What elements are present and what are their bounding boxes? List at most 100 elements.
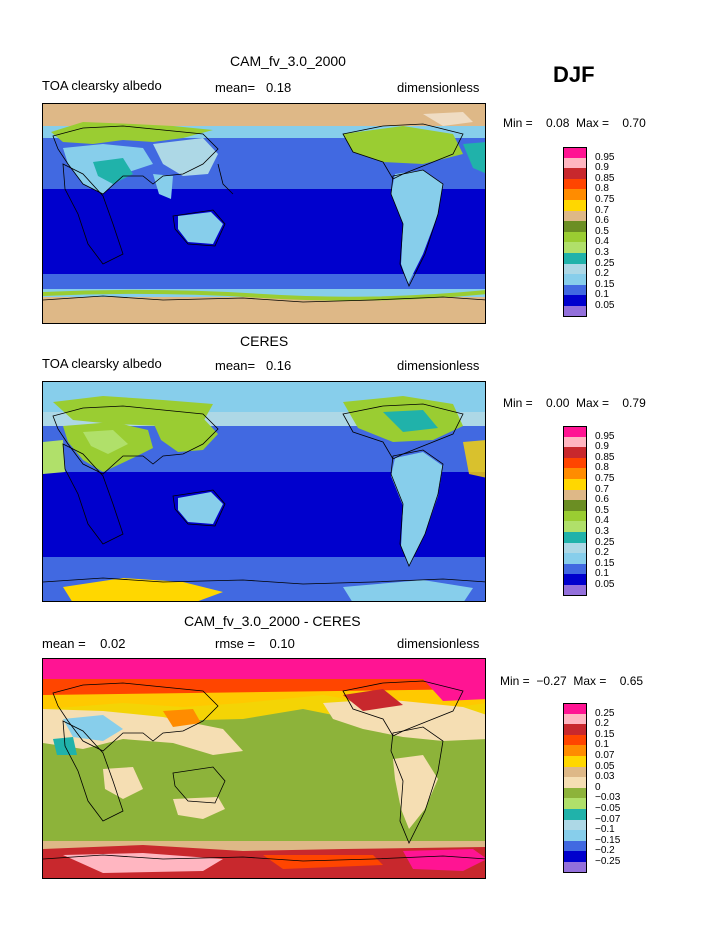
colorbar-tick-label: 0.1 — [595, 739, 609, 751]
colorbar-swatch — [563, 468, 587, 480]
colorbar-tick-label: −0.1 — [595, 824, 615, 836]
panel-3-rmse-label: rmse = 0.10 — [215, 636, 295, 651]
colorbar-tick-label: −0.07 — [595, 813, 621, 825]
colorbar-swatch — [563, 703, 587, 715]
colorbar-tick-label: 0.9 — [595, 441, 609, 453]
panel-2-variable-label: TOA clearsky albedo — [42, 356, 162, 371]
colorbar-tick-label: −0.15 — [595, 834, 621, 846]
panel-3-minmax: Min = −0.27 Max = 0.65 — [500, 674, 644, 688]
colorbar-tick-label: 0.25 — [595, 257, 615, 269]
panel-3-title: CAM_fv_3.0_2000 - CERES — [184, 613, 361, 629]
colorbar-tick-label: 0.2 — [595, 268, 609, 280]
colorbar-swatch — [563, 295, 587, 307]
colorbar-tick-label: 0.8 — [595, 183, 609, 195]
panel-3-map — [42, 658, 486, 879]
colorbar-swatch — [563, 553, 587, 565]
panel-2-title: CERES — [240, 333, 289, 349]
colorbar-tick-label: 0.7 — [595, 483, 609, 495]
panel-1-mean-label: mean= 0.18 — [215, 80, 292, 95]
colorbar-tick-label: 0.15 — [595, 557, 615, 569]
season-label: DJF — [553, 62, 595, 87]
panel-2-map — [42, 381, 486, 602]
colorbar-tick-label: 0.5 — [595, 225, 609, 237]
colorbar-swatch — [563, 830, 587, 842]
colorbar-tick-label: −0.03 — [595, 792, 621, 804]
colorbar-swatch — [563, 447, 587, 459]
colorbar-swatch — [563, 221, 587, 233]
colorbar-swatch — [563, 489, 587, 501]
panel-2-mean-label: mean= 0.16 — [215, 358, 292, 373]
colorbar-swatch — [563, 510, 587, 522]
colorbar-tick-label: 0.6 — [595, 494, 609, 506]
colorbar-swatch — [563, 231, 587, 243]
panel-3-units-label: dimensionless — [397, 636, 480, 651]
colorbar-swatch — [563, 457, 587, 469]
colorbar-tick-label: −0.25 — [595, 856, 621, 867]
colorbar-swatch — [563, 777, 587, 789]
colorbar-tick-label: 0.03 — [595, 771, 615, 783]
colorbar-swatch — [563, 532, 587, 544]
colorbar-swatch — [563, 200, 587, 212]
panel-3-mean-label: mean = 0.02 — [42, 636, 126, 651]
colorbar-tick-label: 0.4 — [595, 236, 609, 248]
colorbar-swatch — [563, 787, 587, 799]
colorbar-swatch — [563, 585, 587, 597]
colorbar-tick-label: 0.75 — [595, 194, 615, 205]
colorbar-tick-label: 0.8 — [595, 462, 609, 474]
colorbar-tick-label: 0.15 — [595, 278, 615, 290]
colorbar-swatch — [563, 809, 587, 821]
colorbar-swatch — [563, 851, 587, 863]
colorbar-swatch — [563, 862, 587, 874]
colorbar-swatch — [563, 263, 587, 275]
colorbar-swatch — [563, 745, 587, 757]
colorbar-tick-label: 0.1 — [595, 289, 609, 301]
colorbar-tick-label: 0.3 — [595, 247, 609, 258]
colorbar-tick-label: 0.5 — [595, 504, 609, 516]
colorbar-swatch — [563, 500, 587, 512]
colorbar-tick-label: 0.07 — [595, 750, 615, 761]
colorbar-swatch — [563, 713, 587, 725]
colorbar-swatch — [563, 724, 587, 736]
colorbar-swatch — [563, 574, 587, 586]
colorbar-tick-label: 0.7 — [595, 204, 609, 216]
colorbar-tick-label: 0.85 — [595, 172, 615, 184]
colorbar-tick-label: −0.05 — [595, 803, 621, 814]
colorbar-tick-label: 0.05 — [595, 579, 615, 590]
colorbar-swatch — [563, 521, 587, 533]
colorbar-tick-label: 0.75 — [595, 473, 615, 484]
colorbar-swatch — [563, 436, 587, 448]
colorbar-swatch — [563, 189, 587, 201]
colorbar-swatch — [563, 178, 587, 190]
panel-1-map — [42, 103, 486, 324]
colorbar-swatch — [563, 210, 587, 222]
colorbar-tick-label: 0.05 — [595, 760, 615, 772]
panel-2-minmax: Min = 0.00 Max = 0.79 — [503, 396, 646, 410]
colorbar-swatch — [563, 274, 587, 286]
colorbar-swatch — [563, 542, 587, 554]
colorbar-tick-label: 0.95 — [595, 430, 615, 442]
colorbar-tick-label: 0.2 — [595, 547, 609, 559]
colorbar-swatch — [563, 253, 587, 265]
colorbar-tick-label: 0.25 — [595, 707, 615, 719]
colorbar-swatch — [563, 284, 587, 296]
colorbar-tick-label: 0.9 — [595, 162, 609, 174]
colorbar-swatch — [563, 168, 587, 180]
colorbar-swatch — [563, 147, 587, 159]
colorbar-swatch — [563, 157, 587, 169]
panel-1-map-svg — [43, 104, 485, 323]
colorbar-swatch — [563, 756, 587, 768]
colorbar-tick-label: 0.05 — [595, 300, 615, 311]
colorbar-swatch — [563, 426, 587, 438]
colorbar-tick-label: 0.15 — [595, 728, 615, 740]
panel-2-units-label: dimensionless — [397, 358, 480, 373]
colorbar-tick-label: 0.6 — [595, 215, 609, 227]
panel-1-minmax: Min = 0.08 Max = 0.70 — [503, 116, 646, 130]
colorbar-swatch — [563, 819, 587, 831]
panel-1-variable-label: TOA clearsky albedo — [42, 78, 162, 93]
colorbar-tick-label: 0.4 — [595, 515, 609, 527]
panel-3-map-svg — [43, 659, 485, 878]
colorbar-swatch — [563, 479, 587, 491]
colorbar-swatch — [563, 840, 587, 852]
colorbar-tick-label: 0.2 — [595, 718, 609, 730]
colorbar-tick-label: 0 — [595, 781, 601, 793]
